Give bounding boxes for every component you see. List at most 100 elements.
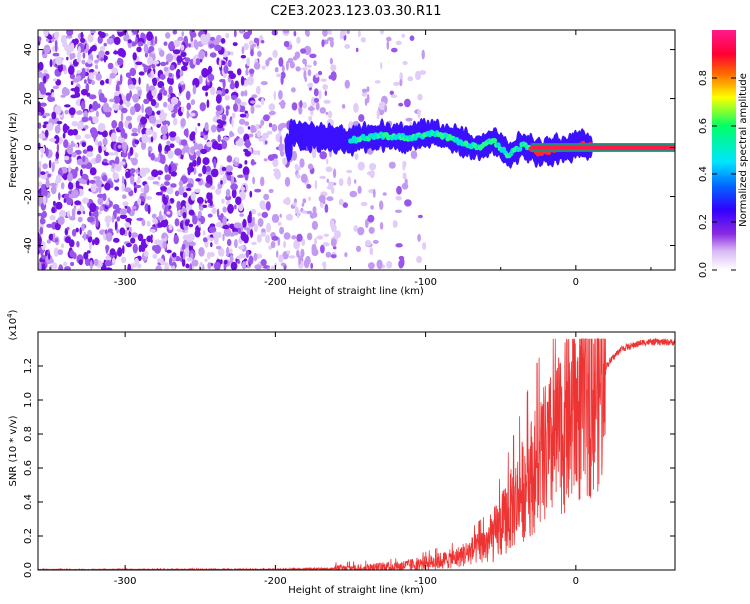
noise-speckle (250, 161, 257, 165)
noise-speckle (66, 30, 74, 37)
noise-speckle (194, 126, 198, 134)
noise-speckle (150, 136, 154, 143)
x-tick-label: -300 (114, 277, 137, 288)
noise-speckle (163, 41, 168, 46)
noise-speckle (215, 188, 222, 195)
noise-speckle (204, 122, 209, 132)
noise-speckle (389, 90, 394, 96)
noise-speckle (38, 133, 46, 139)
noise-speckle (112, 172, 119, 180)
noise-speckle (207, 65, 213, 73)
noise-speckle (246, 57, 251, 67)
noise-speckle (390, 94, 398, 98)
noise-speckle (209, 199, 213, 207)
noise-speckle (114, 221, 118, 231)
noise-speckle (302, 102, 308, 109)
noise-speckle (76, 70, 81, 74)
noise-speckle (217, 231, 222, 239)
noise-speckle (309, 53, 317, 59)
noise-speckle (77, 51, 82, 60)
noise-speckle (57, 249, 64, 256)
noise-speckle (55, 79, 62, 86)
noise-speckle (268, 103, 276, 111)
noise-speckle (388, 161, 396, 169)
noise-speckle (77, 121, 84, 130)
noise-speckle (137, 124, 141, 134)
noise-speckle (128, 84, 136, 90)
noise-speckle (232, 42, 238, 47)
noise-speckle (225, 105, 230, 110)
noise-speckle (244, 160, 248, 165)
noise-speckle (238, 30, 245, 34)
noise-speckle (234, 238, 238, 249)
noise-speckle (338, 198, 344, 206)
noise-speckle (117, 30, 125, 37)
noise-speckle (276, 73, 282, 78)
noise-speckle (165, 53, 174, 63)
noise-speckle (238, 202, 244, 212)
noise-speckle (42, 259, 46, 263)
noise-speckle (102, 174, 108, 182)
noise-speckle (179, 70, 184, 77)
noise-speckle (95, 157, 100, 164)
noise-speckle (322, 84, 329, 91)
noise-speckle (146, 106, 153, 116)
noise-speckle (209, 192, 213, 202)
noise-speckle (66, 226, 70, 231)
noise-speckle (207, 237, 215, 241)
noise-speckle (244, 89, 248, 97)
noise-speckle (144, 52, 148, 58)
noise-speckle (223, 137, 230, 141)
noise-speckle (157, 154, 161, 162)
signal-core (517, 146, 523, 152)
noise-speckle (320, 244, 325, 254)
noise-speckle (41, 183, 46, 194)
noise-speckle (169, 131, 177, 138)
snr-y-label: SNR (10 * v/v) (8, 415, 19, 486)
svg-text:(x104): (x104) (6, 309, 19, 340)
noise-speckle (216, 119, 223, 124)
noise-speckle (207, 73, 215, 82)
y-tick-label: 20 (23, 92, 34, 105)
noise-speckle (198, 217, 205, 222)
noise-speckle (202, 237, 208, 243)
noise-speckle (261, 133, 267, 144)
noise-speckle (180, 51, 187, 58)
noise-speckle (392, 220, 398, 228)
noise-speckle (296, 36, 301, 44)
noise-speckle (319, 175, 326, 180)
noise-speckle (74, 86, 80, 94)
noise-speckle (121, 175, 125, 186)
noise-speckle (125, 171, 131, 179)
noise-speckle (99, 46, 106, 51)
noise-speckle (164, 164, 169, 173)
noise-speckle (88, 116, 93, 121)
noise-speckle (303, 45, 312, 56)
noise-speckle (293, 30, 297, 37)
noise-speckle (53, 134, 60, 144)
y-tick-label: 1.0 (23, 392, 34, 408)
noise-speckle (277, 221, 282, 226)
noise-speckle (88, 240, 93, 250)
noise-speckle (39, 258, 43, 263)
colorbar-gradient (712, 30, 736, 270)
noise-speckle (326, 158, 329, 165)
noise-speckle (263, 114, 270, 122)
noise-speckle (296, 233, 303, 242)
noise-speckle (91, 80, 95, 86)
noise-speckle (104, 151, 109, 157)
noise-speckle (244, 150, 252, 157)
noise-speckle (215, 221, 224, 228)
noise-speckle (234, 204, 237, 210)
noise-speckle (115, 166, 122, 171)
noise-speckle (178, 85, 182, 94)
noise-speckle (221, 166, 227, 172)
noise-speckle (188, 233, 195, 241)
noise-speckle (236, 68, 242, 76)
noise-speckle (341, 30, 346, 37)
noise-speckle (47, 173, 52, 178)
noise-speckle (256, 234, 262, 243)
noise-speckle (300, 248, 305, 258)
noise-speckle (146, 31, 153, 41)
noise-speckle (160, 261, 166, 266)
